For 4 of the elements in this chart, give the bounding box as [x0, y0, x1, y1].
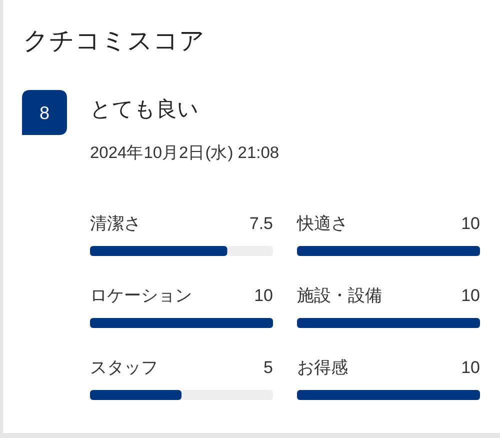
title: クチコミスコア	[23, 27, 205, 55]
annotation: 2024年10月2日(水) 21:08	[90, 144, 280, 162]
annotation: とても良い	[90, 98, 199, 121]
annotation: 8	[40, 103, 50, 123]
